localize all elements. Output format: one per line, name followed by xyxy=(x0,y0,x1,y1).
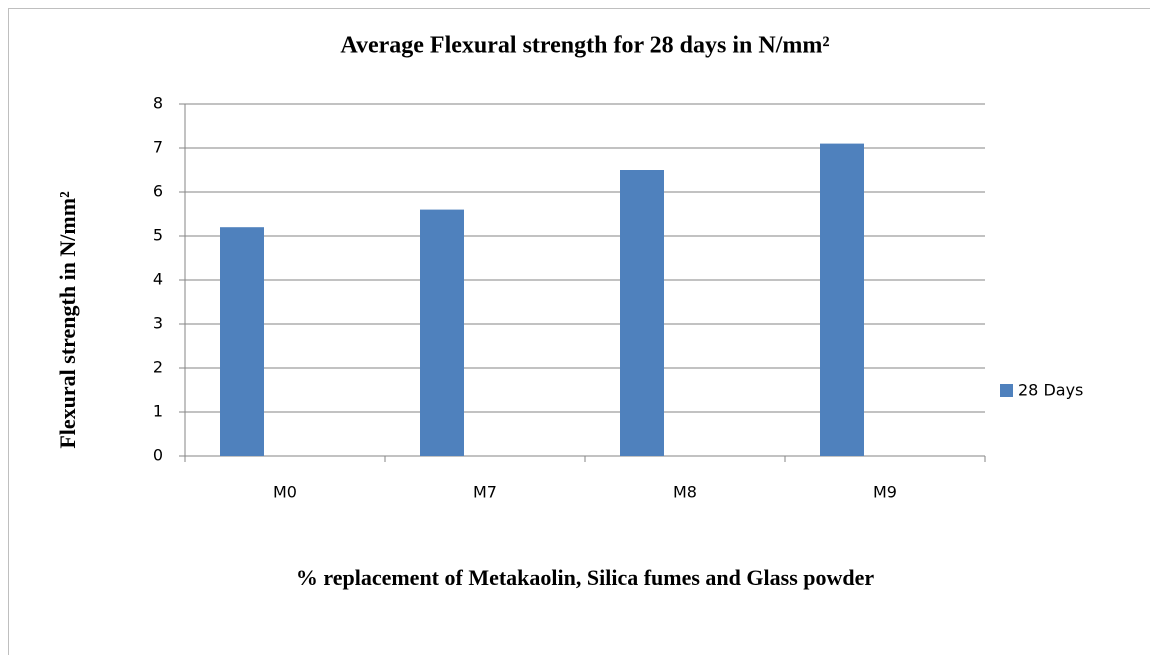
chart-title: Average Flexural strength for 28 days in… xyxy=(340,33,829,59)
y-tick-label: 2 xyxy=(153,358,163,377)
legend-label: 28 Days xyxy=(1018,381,1083,400)
chart-frame xyxy=(8,8,1150,655)
x-axis-label: % replacement of Metakaolin, Silica fume… xyxy=(296,565,875,590)
bar xyxy=(820,143,864,456)
x-tick-label: M9 xyxy=(873,483,897,502)
bar xyxy=(620,170,664,456)
legend-swatch xyxy=(1000,384,1013,397)
y-tick-label: 8 xyxy=(153,94,163,113)
y-axis-label: Flexural strength in N/mm² xyxy=(55,191,80,449)
y-tick-label: 1 xyxy=(153,402,163,421)
x-tick-label: M8 xyxy=(673,483,697,502)
x-tick-label: M0 xyxy=(273,483,297,502)
y-tick-label: 6 xyxy=(153,182,163,201)
bar xyxy=(220,227,264,456)
y-tick-label: 4 xyxy=(153,270,163,289)
y-tick-label: 0 xyxy=(153,446,163,465)
y-tick-label: 5 xyxy=(153,226,163,245)
y-tick-label: 7 xyxy=(153,138,163,157)
x-tick-label: M7 xyxy=(473,483,497,502)
bar xyxy=(420,209,464,456)
y-tick-label: 3 xyxy=(153,314,163,333)
